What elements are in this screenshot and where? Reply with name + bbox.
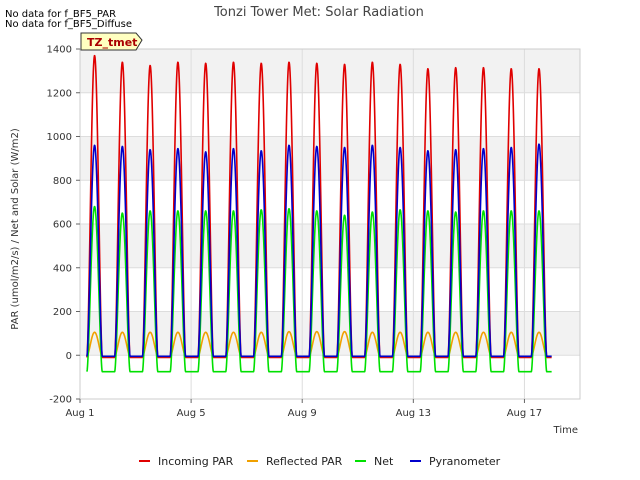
y-tick-label: 1400 — [47, 45, 72, 56]
plot-band — [80, 355, 580, 399]
y-tick-label: -200 — [49, 395, 72, 406]
plot-band — [80, 224, 580, 268]
y-tick-label: 1000 — [47, 132, 72, 143]
legend-item: Net — [355, 455, 394, 468]
y-tick-label: 600 — [53, 220, 72, 231]
series-line-net — [86, 205, 553, 373]
legend-item: Incoming PAR — [139, 455, 234, 468]
x-tick-label: Aug 1 — [65, 408, 94, 419]
y-tick-label: 200 — [53, 307, 72, 318]
x-axis-title: Time — [553, 425, 578, 436]
plot-background — [80, 49, 580, 399]
plot-band — [80, 136, 580, 181]
y-tick-label: 800 — [53, 176, 72, 187]
plot-band — [80, 180, 580, 224]
axis-ticks: -200 0 200 400 600 800 1000 1200 1400 Aug 1 Aug 5 A… — [47, 45, 543, 420]
plot-band — [80, 267, 580, 312]
x-tick-label: Aug 5 — [177, 408, 206, 419]
legend-item: Reflected PAR — [247, 455, 343, 468]
legend-item: Pyranometer — [410, 455, 501, 468]
no-data-note-par: No data for f_BF5_PAR — [5, 9, 117, 20]
plot-band — [80, 311, 580, 356]
series-line-pyranometer — [86, 143, 553, 358]
chart-title: Tonzi Tower Met: Solar Radiation — [213, 5, 424, 20]
y-tick-label: 0 — [66, 351, 72, 362]
series-line-incoming-par — [86, 54, 553, 359]
x-tick-label: Aug 9 — [288, 408, 317, 419]
legend-label: Incoming PAR — [158, 455, 234, 468]
x-tick-label: Aug 17 — [507, 408, 542, 419]
tz-tmet-badge: TZ_tmet — [80, 32, 143, 51]
legend: Incoming PAR Reflected PAR Net Pyranometer — [139, 455, 501, 468]
series-layer — [86, 54, 553, 373]
y-axis-title: PAR (umol/m2/s) / Net and Solar (W/m2) — [10, 128, 21, 330]
legend-label: Reflected PAR — [266, 455, 343, 468]
x-tick-label: Aug 13 — [396, 408, 431, 419]
y-tick-label: 1200 — [47, 88, 72, 99]
plot-band — [80, 92, 580, 137]
y-tick-label: 400 — [53, 263, 72, 274]
plot-band — [80, 49, 580, 93]
badge-label: TZ_tmet — [87, 36, 137, 49]
no-data-note-diffuse: No data for f_BF5_Diffuse — [5, 19, 132, 30]
legend-label: Pyranometer — [429, 455, 501, 468]
legend-label: Net — [374, 455, 394, 468]
